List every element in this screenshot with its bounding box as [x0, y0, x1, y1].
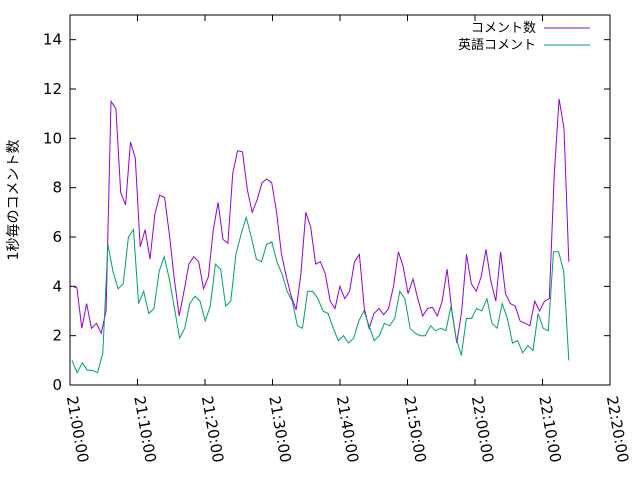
y-tick-label: 10	[43, 129, 62, 147]
legend-label: コメント数	[471, 21, 536, 36]
plot-area	[69, 14, 611, 386]
series-line-0	[71, 98, 570, 344]
legend-label: 英語コメント	[458, 37, 536, 53]
y-tick-label: 4	[52, 277, 62, 295]
y-tick-label: 6	[52, 228, 62, 246]
x-tick-label: 22:20:00	[603, 395, 632, 464]
y-axis: 0 2 4 6 8 10 12 14	[43, 31, 610, 394]
x-tick-label: 21:10:00	[130, 395, 159, 464]
x-tick-label: 22:00:00	[468, 395, 497, 464]
x-tick-label: 21:40:00	[333, 395, 362, 464]
x-tick-label: 21:20:00	[198, 395, 227, 464]
y-axis-label: 1秒毎のコメント数	[6, 140, 22, 261]
y-tick-label: 14	[43, 31, 62, 49]
y-tick-label: 0	[52, 376, 62, 394]
y-tick-label: 8	[52, 179, 62, 197]
x-tick-label: 21:50:00	[400, 395, 429, 464]
plot-frame	[69, 14, 611, 386]
y-tick-label: 12	[43, 80, 62, 98]
x-tick-label: 21:00:00	[63, 395, 92, 464]
x-axis: 21:00:00 21:10:00 21:20:00 21:30:00 21:40:00…	[63, 15, 632, 464]
series-group	[71, 98, 570, 374]
y-tick-label: 2	[52, 327, 62, 345]
series-line-1	[71, 215, 570, 374]
x-tick-label: 22:10:00	[535, 395, 564, 464]
x-tick-label: 21:30:00	[265, 395, 294, 464]
